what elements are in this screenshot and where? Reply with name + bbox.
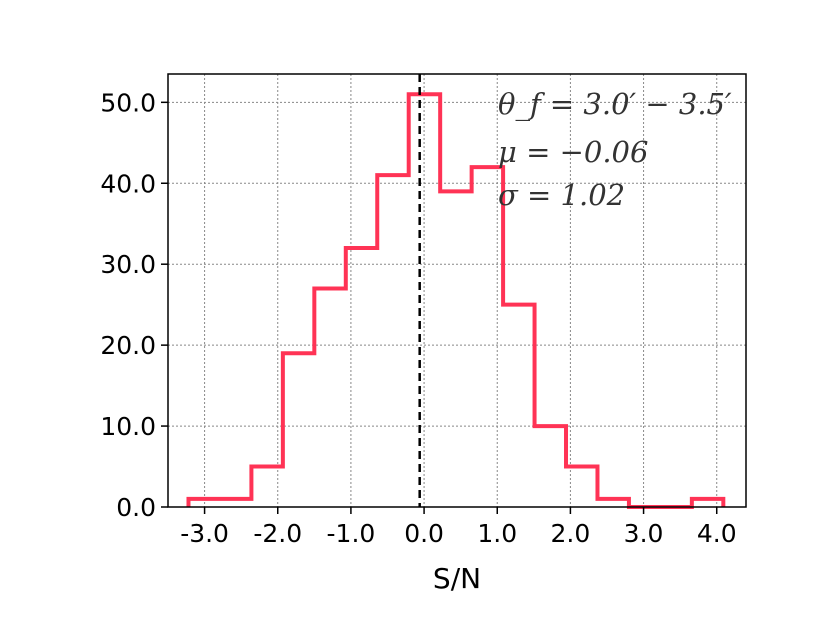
y-tick-label: 20.0 [100,331,156,360]
x-tick-label: 2.0 [551,519,591,548]
annotation-mu: μ = −0.06 [498,135,648,169]
histogram-series [186,92,726,509]
annotation-theta: θ_f = 3.0′ − 3.5′ [498,87,732,122]
x-axis-title: S/N [433,562,481,595]
x-axis-ticks: -3.0 -2.0 -1.0 0.0 1.0 2.0 3.0 4.0 [180,507,737,548]
x-tick-label: 4.0 [697,519,737,548]
plot-background [168,74,746,507]
y-tick-label: 0.0 [116,493,156,522]
x-tick-label: -2.0 [253,519,302,548]
y-tick-label: 50.0 [100,88,156,117]
x-tick-label: -1.0 [327,519,376,548]
x-tick-label: 3.0 [624,519,664,548]
y-axis-ticks: 0.0 10.0 20.0 30.0 40.0 50.0 [100,88,168,522]
y-tick-label: 10.0 [100,412,156,441]
x-tick-label: 1.0 [477,519,517,548]
annotation-sigma: σ = 1.02 [498,178,625,212]
y-tick-label: 30.0 [100,250,156,279]
y-tick-label: 40.0 [100,169,156,198]
x-tick-label: -3.0 [180,519,229,548]
grid-lines [168,74,746,508]
plot-frame [167,73,747,508]
x-tick-label: 0.0 [404,519,444,548]
